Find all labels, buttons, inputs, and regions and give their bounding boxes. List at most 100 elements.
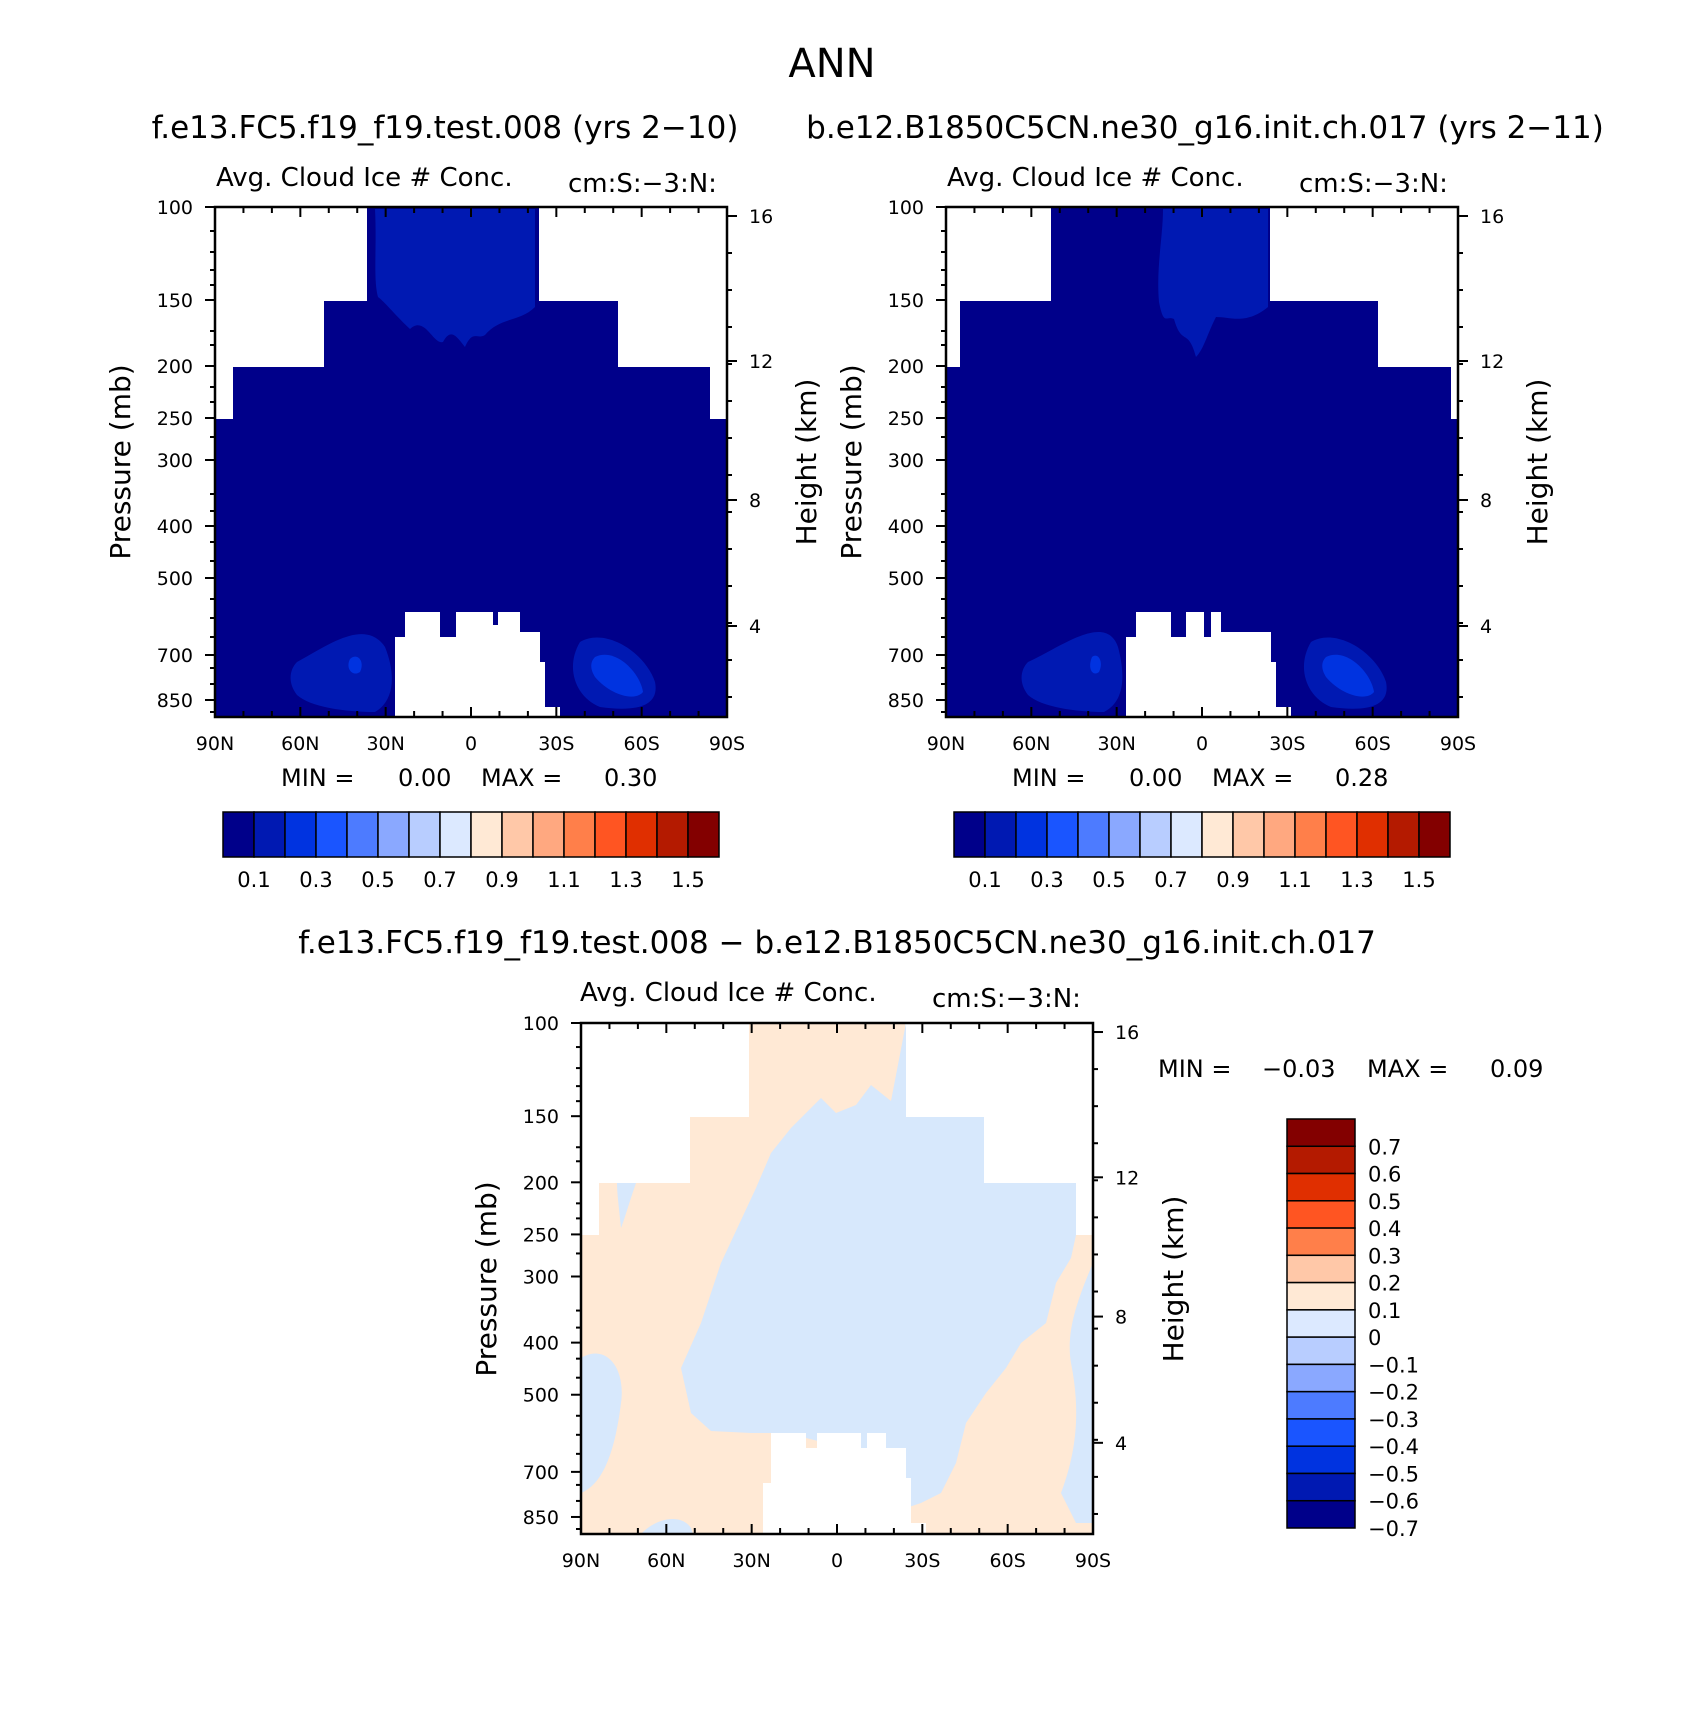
- upper-blob: [1158, 209, 1268, 357]
- colorbar-label: 1.5: [671, 868, 704, 892]
- colorbar-label: 0.5: [361, 868, 394, 892]
- panel-diff-ylabel: Pressure (mb): [470, 1181, 503, 1376]
- y-right-tick-label: 16: [1115, 1022, 1139, 1044]
- data-region: [946, 207, 1458, 717]
- upper-blob: [375, 209, 535, 347]
- y-tick-label: 150: [157, 290, 193, 312]
- colorbar-box: [253, 811, 286, 858]
- missing-low: [763, 1433, 926, 1534]
- colorbar-box: [1286, 1418, 1356, 1447]
- negative-east: [1061, 1263, 1093, 1523]
- colorbar-label: 0.1: [237, 868, 270, 892]
- y-tick-label: 150: [888, 290, 924, 312]
- colorbar-box: [1286, 1281, 1356, 1311]
- x-tick-label: 90S: [709, 733, 745, 755]
- colorbar-box: [346, 811, 379, 858]
- x-tick-label: 60N: [647, 1550, 685, 1572]
- panel-diff-min-label: MIN =: [1158, 1055, 1231, 1083]
- colorbar-box: [470, 811, 503, 858]
- colorbar-box: [1418, 811, 1451, 858]
- colorbar-box: [563, 811, 596, 858]
- colorbar-box: [1286, 1145, 1356, 1175]
- negative-small: [617, 1183, 636, 1228]
- low-blob-north: [1021, 631, 1123, 712]
- colorbar-box: [1294, 811, 1327, 858]
- panel-diff-colorbar: 0.7 0.6 0.5 0.4 0.3 0.2 0.1 0 −0.1 −0.2 −0.3 −0.4 −0…: [1286, 1118, 1419, 1541]
- colorbar-label: 0.3: [1368, 1244, 1401, 1268]
- y-tick-label: 300: [523, 1266, 559, 1288]
- colorbar-label: −0.7: [1368, 1517, 1419, 1541]
- x-tick-label: 30N: [1097, 733, 1135, 755]
- colorbar-box: [656, 811, 689, 858]
- colorbar-box: [625, 811, 658, 858]
- panel-1-ylabel-right: Height (km): [790, 379, 823, 546]
- colorbar-box: [1286, 1363, 1356, 1393]
- colorbar-box: [1286, 1309, 1356, 1338]
- colorbar-box: [222, 811, 255, 858]
- panel-1-max-value: 0.30: [604, 764, 657, 792]
- panel-diff-var-title: Avg. Cloud Ice # Conc.: [580, 978, 877, 1008]
- colorbar-label: −0.2: [1368, 1381, 1419, 1405]
- missing-low: [395, 612, 560, 717]
- colorbar-box: [1077, 811, 1110, 858]
- colorbar-label: 0.2: [1368, 1272, 1401, 1296]
- panel-2-ylabel: Pressure (mb): [835, 364, 868, 559]
- panel-1-min-value: 0.00: [398, 764, 451, 792]
- panel-2-max-value: 0.28: [1335, 764, 1388, 792]
- colorbar-label: 1.5: [1402, 868, 1435, 892]
- y-tick-label: 150: [523, 1106, 559, 1128]
- panel-1-var-title: Avg. Cloud Ice # Conc.: [216, 163, 513, 193]
- colorbar-box: [1015, 811, 1048, 858]
- colorbar-box: [1356, 811, 1389, 858]
- y-tick-label: 700: [157, 645, 193, 667]
- y-tick-label: 500: [157, 568, 193, 590]
- x-tick-label: 0: [831, 1550, 843, 1572]
- colorbar-box: [284, 811, 317, 858]
- colorbar-label: 0.3: [1030, 868, 1063, 892]
- colorbar-box: [532, 811, 565, 858]
- colorbar-label: 0.3: [299, 868, 332, 892]
- panel-diff-max-label: MAX =: [1367, 1055, 1448, 1083]
- x-tick-label: 60S: [624, 733, 660, 755]
- colorbar-box: [594, 811, 627, 858]
- colorbar-label: 1.1: [1278, 868, 1311, 892]
- y-right-tick-label: 8: [749, 490, 761, 512]
- panel-diff-ylabel-right: Height (km): [1157, 1196, 1190, 1363]
- x-tick-label: 90S: [1440, 733, 1476, 755]
- panel-1-field: [215, 207, 727, 717]
- data-region: [215, 207, 727, 717]
- colorbar-box: [1286, 1445, 1356, 1475]
- colorbar-box: [1139, 811, 1172, 858]
- colorbar-label: 0.5: [1092, 868, 1125, 892]
- panel-1-ylabel: Pressure (mb): [104, 364, 137, 559]
- panel-2-ylabel-right: Height (km): [1521, 379, 1554, 546]
- y-tick-label: 850: [523, 1507, 559, 1529]
- x-tick-label: 60N: [281, 733, 319, 755]
- missing-low: [1126, 612, 1291, 717]
- colorbar-label: 0.5: [1368, 1190, 1401, 1214]
- x-tick-label: 60S: [1355, 733, 1391, 755]
- colorbar-label: 0.6: [1368, 1163, 1401, 1187]
- colorbar-box: [439, 811, 472, 858]
- x-tick-label: 90S: [1075, 1550, 1111, 1572]
- colorbar-box: [687, 811, 720, 858]
- panel-2-field: [946, 207, 1458, 717]
- panel-2: b.e12.B1850C5CN.ne30_g16.init.ch.017 (yr…: [806, 110, 1604, 892]
- x-tick-label: 30S: [1269, 733, 1305, 755]
- colorbar-label: 0: [1368, 1326, 1381, 1350]
- y-right-tick-label: 12: [749, 351, 773, 373]
- x-tick-label: 30N: [366, 733, 404, 755]
- x-tick-label: 90N: [196, 733, 234, 755]
- x-tick-label: 90N: [562, 1550, 600, 1572]
- colorbar-box: [1263, 811, 1296, 858]
- low-blob-south-core: [591, 654, 643, 697]
- colorbar-label: 0.1: [1368, 1299, 1401, 1323]
- y-right-tick-label: 8: [1115, 1307, 1127, 1329]
- y-tick-label: 850: [888, 690, 924, 712]
- colorbar-box: [1325, 811, 1358, 858]
- y-tick-label: 300: [888, 450, 924, 472]
- colorbar-box: [315, 811, 348, 858]
- y-tick-label: 500: [888, 568, 924, 590]
- panel-2-units: cm:S:−3:N:: [1299, 169, 1448, 199]
